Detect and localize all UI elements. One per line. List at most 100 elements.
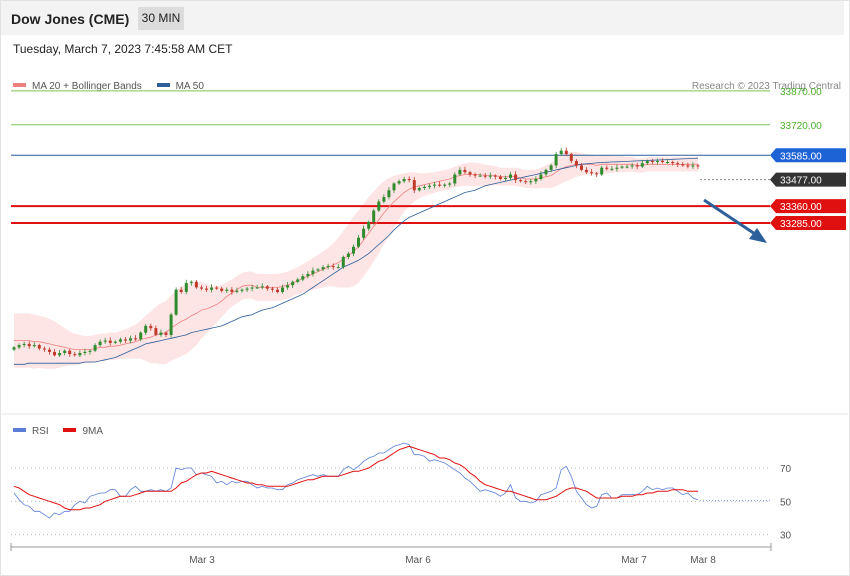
candle-layer [12, 147, 700, 358]
candle-body [554, 154, 558, 166]
candle-body [346, 253, 350, 257]
rsi-tick-label: 30 [780, 531, 792, 542]
ma50-line [14, 157, 699, 365]
candle-body [341, 256, 345, 268]
candle-body [276, 289, 279, 292]
candle-body [367, 221, 371, 229]
candle-body [645, 160, 649, 164]
bollinger-band-layer [14, 151, 698, 369]
candle-body [433, 184, 436, 186]
level-label-resistance: 33720.00 [780, 121, 822, 132]
candle-body [686, 165, 690, 167]
candle-body [529, 181, 533, 183]
candle-body [164, 332, 168, 335]
legend-swatch-9ma [63, 428, 77, 433]
candle-body [83, 351, 87, 353]
timeframe-button[interactable]: 30 MIN [138, 7, 184, 30]
candle-body [691, 165, 695, 167]
bollinger-band-area [14, 151, 698, 369]
legend-item-ma50: MA 50 [156, 81, 204, 92]
candle-body [463, 169, 467, 173]
candle-body [671, 162, 675, 164]
candle-body [509, 174, 512, 178]
candle-body [574, 160, 578, 166]
candle-body [286, 285, 290, 288]
candle-body [184, 282, 188, 292]
candle-body [113, 341, 117, 343]
candle-body [88, 350, 92, 352]
candle-body [524, 181, 528, 183]
x-tick-label: Mar 7 [621, 555, 647, 566]
candle-body [357, 237, 360, 247]
candle-body [63, 350, 67, 353]
legend-swatch-ma50 [156, 83, 170, 88]
level-label-bg-support [770, 199, 846, 214]
candle-body [488, 175, 492, 177]
legend-swatch-rsi [13, 428, 26, 433]
candle-body [194, 281, 198, 288]
candle-body [397, 181, 401, 184]
candle-body [656, 160, 659, 162]
candle-body [270, 288, 274, 290]
candle-body [149, 325, 153, 329]
rsi-line [13, 442, 699, 519]
candle-body [200, 287, 203, 289]
forecast-arrow-shaft [703, 198, 759, 238]
candle-body [58, 353, 62, 356]
timestamp: Tuesday, March 7, 2023 7:45:58 AM CET [13, 42, 233, 56]
candle-body [27, 343, 31, 347]
legend-item-rsi: RSI [13, 426, 49, 437]
moving-average-layer [14, 157, 699, 365]
candle-body [179, 289, 183, 292]
candle-body [108, 340, 112, 343]
candle-body [352, 246, 355, 254]
candle-body [331, 266, 335, 268]
candle-body [98, 341, 102, 346]
candle-body [458, 169, 462, 175]
credit-text: Research © 2023 Trading Central [691, 81, 841, 92]
candle-body [615, 167, 619, 169]
candle-body [534, 179, 538, 182]
legend-main: MA 20 + Bollinger Bands MA 50 [13, 81, 204, 92]
candle-body [650, 160, 654, 162]
candle-body [37, 345, 41, 349]
candle-body [245, 288, 249, 290]
candle-body [321, 267, 325, 270]
candle-body [22, 343, 26, 345]
legend-label-9ma: 9MA [82, 426, 104, 437]
candle-body [498, 176, 502, 179]
candle-body [493, 175, 497, 177]
candle-body [514, 174, 518, 181]
candle-body [483, 175, 487, 177]
candle-body [676, 163, 680, 165]
candle-body [519, 180, 523, 182]
candle-body [281, 287, 284, 292]
candle-body [417, 188, 421, 191]
candle-body [129, 338, 132, 341]
level-label-bg-last [770, 172, 846, 187]
candle-body [32, 345, 36, 347]
candle-body [422, 186, 426, 188]
candle-body [544, 169, 548, 175]
time-axis: Mar 3 Mar 6 Mar 7 Mar 8 [10, 543, 772, 566]
candle-body [402, 179, 406, 182]
candle-body [382, 197, 386, 202]
candle-body [42, 348, 46, 350]
candle-body [73, 354, 77, 356]
level-layer: 33870.00 33720.00 33585.00 33477.00 33360.00… [11, 87, 846, 231]
chart-header: Dow Jones (CME) 30 MIN [1, 1, 844, 35]
candle-body [448, 183, 452, 185]
candle-body [438, 184, 442, 186]
candle-body [559, 150, 563, 155]
candle-body [159, 332, 163, 335]
candle-body [210, 287, 214, 290]
x-tick-label: Mar 3 [189, 555, 215, 566]
legend-item-ma20: MA 20 + Bollinger Bands [13, 81, 142, 92]
candle-body [681, 164, 685, 166]
candle-body [103, 340, 107, 342]
candle-body [326, 266, 330, 268]
level-label-bg-pivot [770, 148, 846, 163]
forecast-arrow-layer [703, 198, 767, 243]
level-label-support: 33360.00 [780, 202, 822, 213]
rsi-tick-label: 70 [780, 464, 792, 475]
